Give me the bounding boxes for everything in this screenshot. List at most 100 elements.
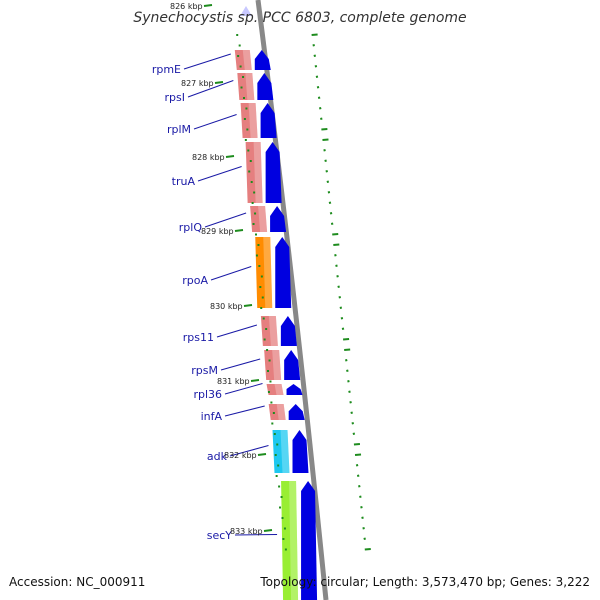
kbp-label: 832 kbp (224, 451, 257, 460)
gene-rplM[interactable]: rplM (167, 103, 277, 138)
gc-tick (342, 329, 344, 330)
kbp-tick (215, 82, 223, 83)
gc-tick (360, 507, 362, 508)
gc-tick (339, 297, 341, 298)
gene-label-line (205, 213, 246, 227)
gc-tick (347, 381, 349, 382)
gc-tick (341, 318, 343, 319)
gene-truA[interactable]: truA (172, 142, 282, 203)
gc-tick (325, 161, 327, 162)
gc-tick (353, 434, 355, 435)
kbp-tick (204, 5, 212, 6)
gc-tick (351, 413, 353, 414)
gc-tick (319, 108, 321, 109)
gene-label[interactable]: rpsM (191, 364, 218, 377)
gc-tick (330, 213, 332, 214)
gene-label-line (198, 167, 242, 182)
gene-label[interactable]: secY (207, 529, 233, 542)
gc-tick (350, 402, 352, 403)
gc-tick (321, 129, 327, 130)
kbp-tick (235, 230, 243, 231)
gc-tick (359, 497, 361, 498)
cds-arrow (292, 430, 308, 473)
kbp-label: 829 kbp (201, 227, 234, 236)
gc-tick (363, 528, 365, 529)
gc-tick (313, 45, 315, 46)
gene-label[interactable]: truA (172, 175, 196, 188)
gc-tick (354, 444, 360, 445)
gene-infA[interactable]: infA (201, 404, 305, 423)
kbp-tick (244, 305, 252, 306)
gc-tick (357, 476, 359, 477)
gc-tick (322, 140, 328, 141)
cds-arrow (255, 50, 271, 70)
gc-tick (320, 119, 322, 120)
kbp-tick (258, 454, 266, 455)
kbp-label: 828 kbp (192, 153, 225, 162)
gene-adk[interactable]: adk (207, 430, 309, 473)
gc-tick (314, 56, 316, 57)
gene-label[interactable]: rplM (167, 123, 191, 136)
gc-tick (365, 549, 371, 550)
gene-label[interactable]: rps11 (183, 331, 214, 344)
gc-tick (327, 182, 329, 183)
kbp-label: 831 kbp (217, 377, 250, 386)
gc-tick (329, 203, 331, 204)
gene-rpsI[interactable]: rpsI (165, 73, 274, 104)
gc-tick (335, 266, 337, 267)
map-title: Synechocystis sp. PCC 6803, complete gen… (133, 10, 466, 26)
gc-tick (317, 87, 319, 88)
gc-tick (324, 150, 326, 151)
kbp-label: 830 kbp (210, 302, 243, 311)
cds-arrow (289, 404, 305, 420)
gene-label[interactable]: rpmE (152, 63, 181, 76)
kbp-tick (251, 380, 259, 381)
gc-tick (340, 308, 342, 309)
gene-rpl36[interactable]: rpl36 (193, 384, 302, 402)
gc-tick (331, 224, 333, 225)
gc-tick (338, 287, 340, 288)
gc-tick (316, 77, 318, 78)
genome-summary-text: Topology: circular; Length: 3,573,470 bp… (259, 575, 590, 589)
gene-label[interactable]: rplQ (179, 221, 203, 234)
gene-label-line (194, 115, 237, 130)
gene-label[interactable]: rpl36 (193, 388, 222, 401)
kbp-tick (264, 530, 272, 531)
gene-rpsM[interactable]: rpsM (191, 350, 300, 380)
gene-rpoA[interactable]: rpoA (182, 237, 291, 308)
kbp-label: 833 kbp (230, 527, 263, 536)
accession-text: Accession: NC_000911 (9, 575, 145, 589)
gc-tick (344, 350, 350, 351)
gene-label-line (217, 325, 257, 337)
gc-tick (352, 423, 354, 424)
gc-tick (318, 98, 320, 99)
cds-arrow (257, 73, 273, 100)
gene-label[interactable]: rpsI (165, 91, 185, 104)
gene-label-line (225, 406, 265, 416)
gc-tick (312, 35, 318, 36)
gc-tick (358, 486, 360, 487)
gene-label-line (211, 267, 251, 281)
gene-label[interactable]: rpoA (182, 274, 208, 287)
cds-arrow (287, 384, 303, 395)
gc-tick (355, 455, 361, 456)
gc-tick (349, 392, 351, 393)
gc-tick (337, 276, 339, 277)
gc-tick (326, 171, 328, 172)
gc-tick (356, 465, 358, 466)
gene-rpmE[interactable]: rpmE (152, 50, 271, 76)
gc-tick (315, 66, 317, 67)
gene-label-line (221, 359, 260, 370)
cds-arrow (261, 103, 277, 138)
gc-tick (328, 192, 330, 193)
gene-label[interactable]: infA (201, 410, 223, 423)
gc-tick (332, 234, 338, 235)
gene-label-line (184, 54, 231, 69)
gc-tick (345, 360, 347, 361)
gene-rps11[interactable]: rps11 (183, 316, 297, 346)
kbp-label: 827 kbp (181, 79, 214, 88)
gc-tick (343, 339, 349, 340)
gc-tick (346, 371, 348, 372)
gc-tick (333, 245, 339, 246)
